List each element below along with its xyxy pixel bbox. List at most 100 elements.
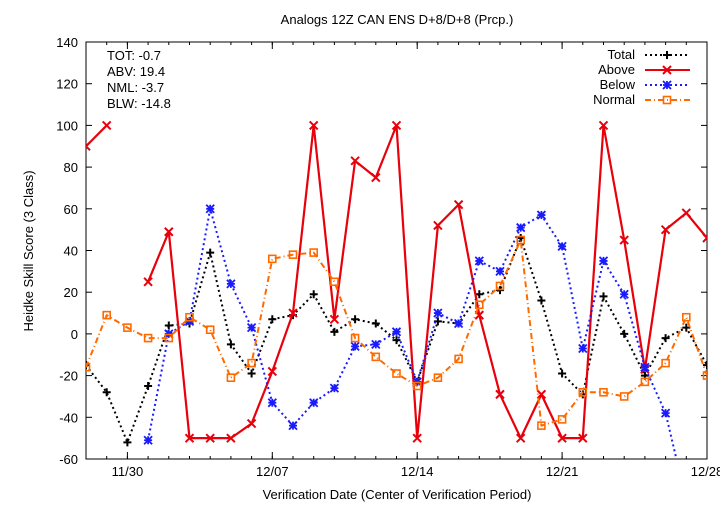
legend-label-below: Below	[600, 77, 636, 92]
data-point-above	[101, 120, 112, 131]
data-point-normal	[164, 333, 174, 343]
data-point-normal	[226, 373, 236, 382]
data-point-total	[164, 321, 173, 330]
data-point-normal	[578, 387, 588, 397]
data-point-above	[288, 308, 298, 318]
data-point-above	[226, 433, 236, 443]
y-axis-label: Heidke Skill Score (3 Class)	[21, 170, 36, 331]
data-point-total	[433, 317, 442, 326]
data-point-normal	[143, 333, 153, 343]
data-point-total	[309, 290, 318, 299]
data-point-normal	[102, 310, 111, 320]
data-point-above	[412, 433, 422, 443]
data-point-above	[515, 433, 526, 443]
data-point-above	[536, 389, 547, 400]
x-tick-label: 11/30	[112, 464, 144, 479]
data-point-below	[226, 279, 236, 289]
data-point-total	[86, 361, 90, 370]
data-point-total	[620, 329, 629, 338]
data-point-normal	[123, 323, 132, 332]
data-point-total	[268, 315, 277, 324]
data-point-below	[288, 421, 298, 431]
data-point-normal	[619, 392, 629, 401]
y-tick-label: 20	[64, 285, 78, 300]
data-point-total	[475, 290, 484, 299]
data-point-total	[226, 340, 235, 349]
stat-nml-: NML: -3.7	[107, 80, 164, 95]
y-tick-label: 120	[56, 77, 78, 92]
data-point-normal	[516, 235, 526, 245]
data-point-normal	[537, 421, 546, 430]
y-tick-label: -20	[59, 369, 78, 384]
data-point-total	[703, 361, 707, 370]
y-tick-label: 40	[64, 244, 78, 259]
data-point-normal	[267, 254, 277, 264]
x-tick-label: 12/14	[401, 464, 434, 479]
data-point-normal	[433, 373, 443, 382]
x-tick-label: 12/21	[546, 464, 579, 479]
series-above	[86, 120, 707, 443]
data-point-above	[205, 433, 215, 443]
data-point-below	[660, 408, 671, 418]
data-point-total	[206, 248, 215, 257]
data-point-below	[433, 308, 443, 318]
legend-label-total: Total	[608, 47, 636, 62]
data-point-above	[164, 227, 174, 237]
data-point-below	[474, 256, 484, 266]
series-line-above	[147, 124, 707, 440]
data-point-above	[495, 389, 505, 400]
data-point-above	[391, 120, 402, 131]
series-normal	[86, 235, 707, 430]
data-point-normal	[392, 369, 401, 378]
y-tick-label: -60	[59, 452, 78, 467]
data-point-total	[558, 369, 567, 378]
data-point-normal	[350, 333, 360, 343]
stat-abv-: ABV: 19.4	[107, 64, 165, 79]
data-point-above	[371, 172, 381, 183]
data-point-above	[598, 120, 609, 131]
data-point-total	[392, 336, 401, 345]
data-point-total	[371, 319, 380, 328]
data-point-normal	[474, 300, 484, 310]
data-point-above	[433, 220, 443, 231]
data-point-total	[123, 438, 132, 447]
data-point-normal	[454, 354, 463, 364]
x-tick-label: 12/07	[256, 464, 289, 479]
data-point-total	[351, 315, 360, 324]
data-point-total	[247, 369, 256, 378]
data-point-below	[536, 210, 547, 220]
data-point-normal	[640, 377, 650, 387]
data-point-below	[143, 435, 153, 445]
data-point-above	[246, 418, 257, 429]
data-point-below	[267, 398, 277, 408]
data-point-above	[453, 199, 464, 210]
data-point-normal	[599, 387, 608, 397]
data-point-below	[329, 383, 340, 393]
data-point-total	[682, 323, 691, 332]
data-point-below	[682, 497, 690, 504]
data-point-below	[578, 343, 588, 354]
data-point-above	[329, 314, 340, 325]
data-point-above	[143, 277, 153, 287]
y-tick-label: 100	[56, 118, 78, 133]
series-layer	[86, 120, 707, 504]
data-point-below	[391, 327, 402, 337]
stat-tot-: TOT: -0.7	[107, 48, 161, 63]
data-point-normal	[288, 250, 298, 259]
data-point-above	[578, 433, 588, 443]
data-point-normal	[86, 362, 91, 372]
data-point-above	[557, 433, 567, 443]
data-point-below	[640, 362, 650, 372]
legend-marker-total	[663, 51, 671, 59]
data-point-above	[681, 208, 692, 218]
data-point-normal	[247, 358, 256, 368]
chart-title: Analogs 12Z CAN ENS D+8/D+8 (Prcp.)	[281, 12, 514, 27]
data-point-above	[660, 224, 671, 235]
data-point-below	[453, 318, 464, 329]
data-point-below	[557, 241, 567, 251]
y-tick-label: 0	[71, 327, 78, 342]
